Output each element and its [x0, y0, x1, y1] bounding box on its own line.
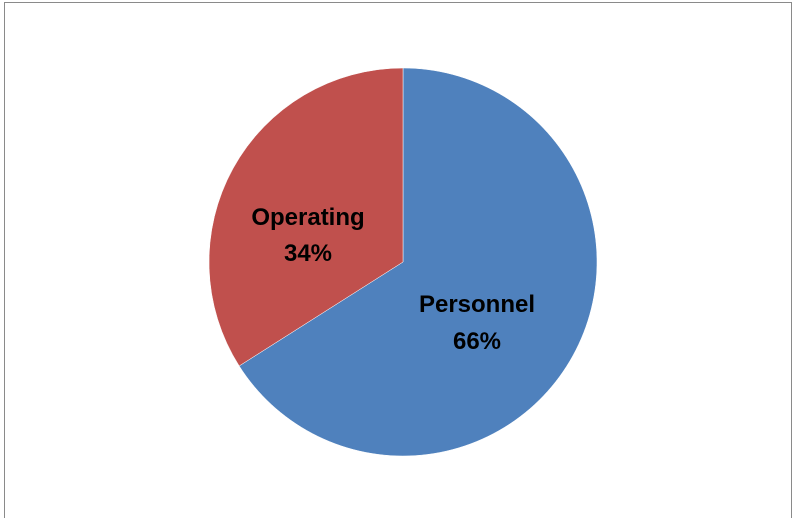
- slice-label-operating-value: 34%: [284, 240, 332, 267]
- slice-label-personnel-name: Personnel: [419, 291, 535, 318]
- pie-slice-operating: [208, 67, 404, 367]
- slice-label-operating-name: Operating: [251, 204, 364, 231]
- pie-slice-personnel: [238, 67, 598, 457]
- pie-slices: [208, 67, 598, 457]
- slice-label-personnel-value: 66%: [453, 328, 501, 355]
